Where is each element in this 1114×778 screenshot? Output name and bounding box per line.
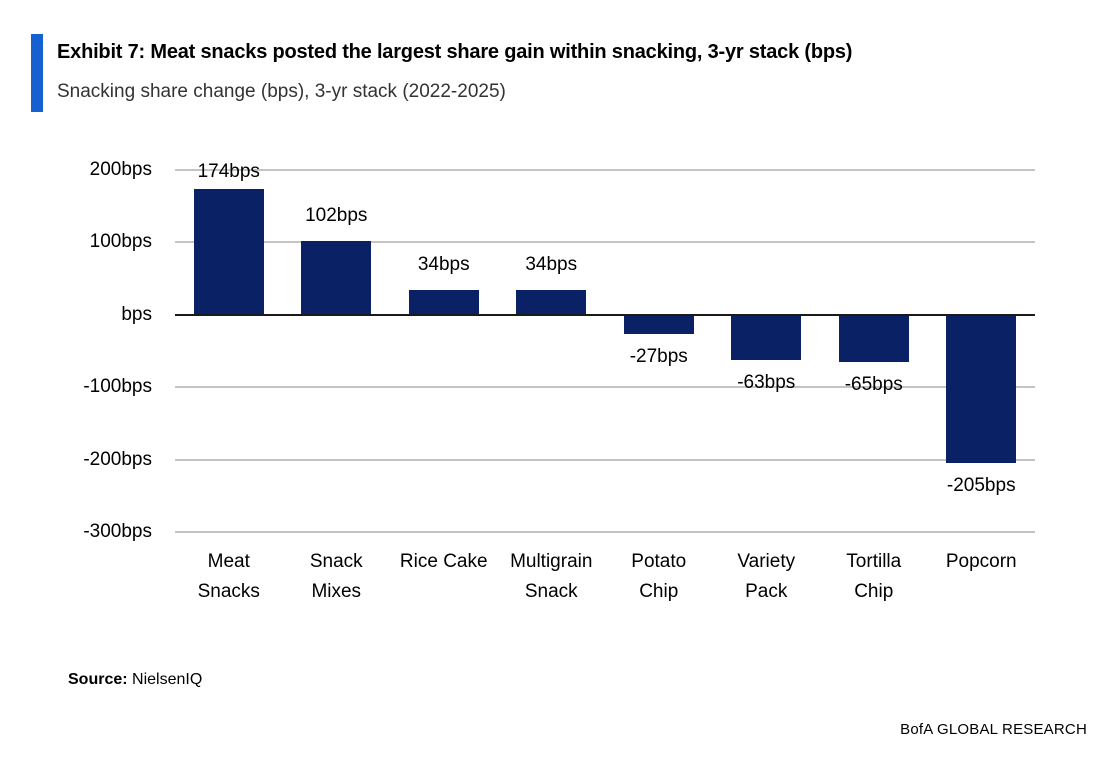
x-axis-label-line: Mixes (311, 581, 362, 602)
bar-multigrain-snack (516, 290, 587, 315)
bar-snack-mixes (301, 240, 372, 315)
y-axis-label-bps: bps (121, 303, 152, 325)
x-axis-label-line: Pack (745, 581, 788, 602)
bar-popcorn (946, 314, 1017, 464)
y-axis-label-200bps: -200bps (83, 448, 152, 470)
x-axis-label-tortilla-chip: Tortilla Chip (812, 547, 936, 607)
gridline (175, 458, 1035, 461)
bar-tortilla-chip (838, 314, 909, 362)
x-axis-label-line: Popcorn (945, 551, 1017, 572)
bar-value-label-snack-mixes: 102bps (305, 204, 368, 226)
bar-variety-pack (731, 314, 802, 361)
exhibit-title: Exhibit 7: Meat snacks posted the larges… (57, 41, 853, 63)
x-axis-label-rice-cake: Rice Cake (382, 547, 506, 577)
gridline (175, 241, 1035, 244)
exhibit-subtitle: Snacking share change (bps), 3-yr stack … (57, 81, 506, 102)
x-axis-label-multigrain-snack: Multigrain Snack (489, 547, 613, 607)
zero-axis-line (175, 313, 1035, 316)
bar-value-label-rice-cake: 34bps (417, 254, 470, 276)
x-axis: Meat Snacks Snack Mixes Rice Cake Multigrain S… (175, 547, 1035, 613)
bar-value-label-popcorn: -205bps (946, 475, 1016, 497)
bar-value-label-tortilla-chip: -65bps (844, 373, 903, 395)
x-axis-label-variety-pack: Variety Pack (704, 547, 828, 607)
x-axis-label-line: Snack (309, 551, 363, 572)
bar-rice-cake (408, 290, 479, 315)
bar-value-label-meat-snacks: 174bps (197, 161, 260, 182)
y-axis-label-100bps: 100bps (89, 231, 152, 253)
y-axis-label-200bps: 200bps (89, 159, 152, 180)
x-axis-label-line: Snack (524, 581, 578, 602)
x-axis-label-popcorn: Popcorn (919, 547, 1043, 577)
x-axis-label-line: Snacks (197, 581, 260, 602)
x-axis-label-line: Multigrain (510, 551, 593, 572)
gridline (175, 386, 1035, 389)
x-axis-label-line: Tortilla (846, 551, 902, 572)
title-accent-bar (31, 34, 43, 112)
x-axis-label-line: Meat (207, 551, 250, 572)
y-axis-label-100bps: -100bps (83, 376, 152, 398)
x-axis-label-meat-snacks: Meat Snacks (167, 547, 291, 607)
y-axis-label-300bps: -300bps (83, 521, 152, 542)
bar-value-label-multigrain-snack: 34bps (525, 254, 578, 276)
bar-potato-chip (623, 314, 694, 335)
source-label: Source: (68, 671, 128, 688)
bar-meat-snacks (193, 188, 264, 315)
source-value: NielsenIQ (132, 671, 203, 688)
x-axis-label-snack-mixes: Snack Mixes (274, 547, 398, 607)
bar-value-label-potato-chip: -27bps (629, 346, 688, 368)
x-axis-label-line: Potato (631, 551, 687, 572)
gridline (175, 169, 1035, 171)
x-axis-label-potato-chip: Potato Chip (597, 547, 721, 607)
x-axis-label-line: Chip (854, 581, 894, 602)
source-note: Source: NielsenIQ (68, 670, 202, 690)
x-axis-label-line: Variety (737, 551, 796, 572)
x-axis-label-line: Rice Cake (399, 551, 488, 572)
x-axis-label-line: Chip (639, 581, 679, 602)
footer-brand: BofA GLOBAL RESEARCH (900, 721, 1087, 738)
y-axis: 200bps 100bps bps -100bps -200bps -300bps (0, 160, 152, 542)
plot-area: 174bps 102bps 34bps 34bps -27bps -63bps -65bps… (175, 162, 1035, 533)
gridline (175, 531, 1035, 533)
bar-value-label-variety-pack: -63bps (737, 372, 796, 394)
